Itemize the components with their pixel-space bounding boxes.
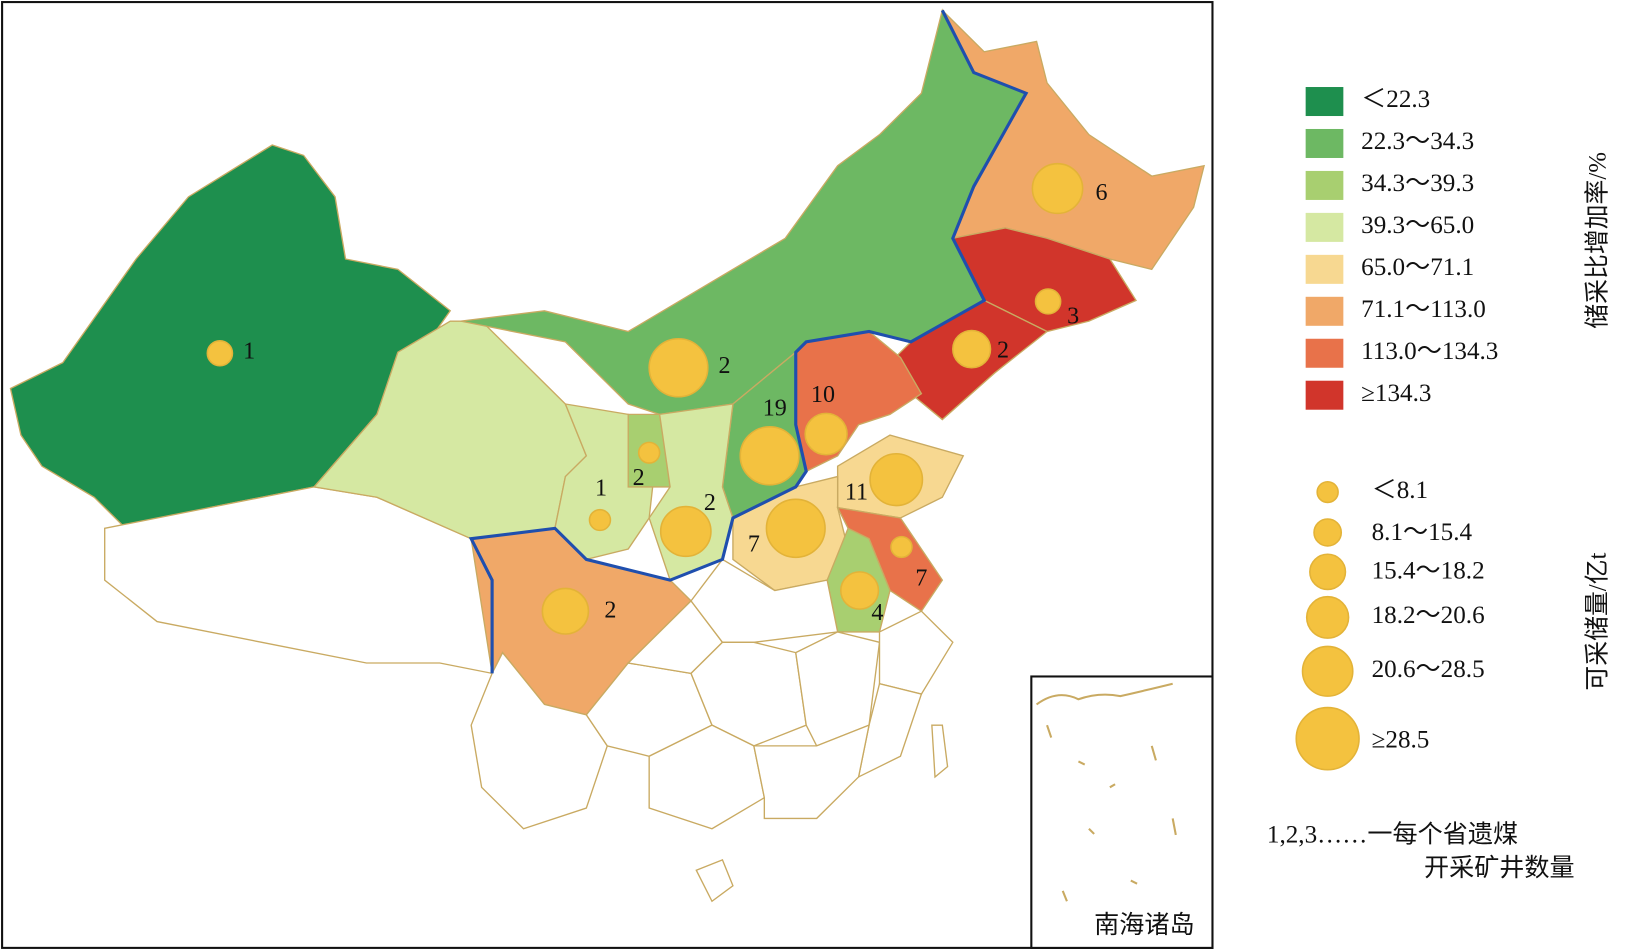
guangdong — [753, 724, 870, 820]
note-line: 1,2,3……一每个省遗煤 — [1267, 821, 1518, 849]
legend-dot — [1313, 518, 1343, 547]
legend-swatch — [1305, 87, 1344, 117]
reserve-dot — [637, 441, 661, 464]
legend-label: 65.0～71.1 — [1361, 254, 1474, 281]
legend-swatch — [1305, 170, 1344, 200]
reserve-dot — [869, 452, 924, 507]
reserve-dot — [659, 505, 712, 558]
note-line: 开采矿井数量 — [1424, 854, 1575, 882]
legend-label: 18.2～20.6 — [1372, 602, 1485, 629]
legend-label: 39.3～65.0 — [1361, 212, 1474, 239]
legend-swatch — [1305, 338, 1344, 368]
mine-count: 1 — [243, 339, 255, 365]
reserve-dot — [890, 535, 913, 559]
legend-swatch — [1305, 212, 1344, 242]
mine-count: 6 — [1095, 180, 1107, 206]
reserve-dots — [206, 162, 1084, 635]
legend-title: 储采比增加率/% — [1584, 152, 1612, 329]
inset-label: 南海诸岛 — [1094, 911, 1194, 939]
legend-dot — [1316, 480, 1339, 504]
legend-label: 8.1～15.4 — [1372, 519, 1473, 546]
legend-label: 20.6～28.5 — [1372, 656, 1485, 683]
mine-count: 3 — [1067, 304, 1079, 330]
legend-swatch — [1305, 380, 1344, 410]
mine-count: 7 — [915, 566, 927, 592]
mine-count: 2 — [719, 353, 731, 379]
zhejiang — [878, 610, 954, 695]
mine-count: 1 — [595, 476, 607, 502]
legend-title: 可采储量/亿t — [1584, 552, 1612, 690]
legend-dot — [1309, 553, 1347, 591]
xinjiang — [9, 144, 452, 530]
boundary-line — [468, 9, 1029, 674]
reserve-dot — [1031, 162, 1084, 215]
reserve-dot — [839, 571, 880, 610]
mine-count: 2 — [633, 465, 645, 491]
mine-count: 2 — [704, 490, 716, 516]
reserve-legend: 可采储量/亿t ＜8.1 8.1～15.4 15.4～18.2 18.2～20.… — [1295, 477, 1612, 771]
legend-label: 22.3～34.3 — [1361, 128, 1474, 155]
legend-label: ≥28.5 — [1372, 727, 1430, 754]
legend-label: ＜8.1 — [1372, 477, 1429, 504]
legend-swatch — [1305, 254, 1344, 284]
hunan — [690, 641, 807, 747]
mine-count: 2 — [604, 598, 616, 624]
reserve-dot — [588, 508, 612, 532]
yunnan — [470, 651, 609, 830]
legend-label: ＜22.3 — [1361, 86, 1430, 113]
mine-count: 2 — [997, 338, 1009, 364]
reserve-dot — [206, 340, 234, 367]
reserve-dot — [804, 412, 848, 456]
taiwan — [931, 724, 949, 779]
legend-swatch — [1305, 128, 1344, 158]
mine-count: 10 — [811, 382, 835, 408]
mine-count: 11 — [845, 480, 868, 506]
reserve-dot — [739, 426, 800, 486]
inset-frame — [1030, 675, 1214, 949]
reserve-dot — [765, 498, 826, 559]
reserve-dot — [541, 587, 590, 635]
mine-count: 19 — [763, 396, 787, 422]
legend-swatch — [1305, 296, 1344, 326]
legend-label: 113.0～134.3 — [1361, 338, 1498, 365]
legend-dot — [1305, 595, 1350, 639]
reserve-dot — [648, 337, 709, 398]
provinces — [9, 8, 1206, 903]
legend-label: ≥134.3 — [1361, 380, 1431, 407]
legend-label: 15.4～18.2 — [1372, 558, 1485, 585]
legend-label: 71.1～113.0 — [1361, 296, 1486, 323]
reserve-dot — [952, 329, 992, 369]
hainan — [695, 858, 734, 903]
map-frame — [1, 1, 1214, 949]
inset: 南海诸岛 — [1030, 675, 1214, 949]
ratio-legend: 储采比增加率/% ＜22.3 22.3～34.3 34.3～39.3 39.3～65.… — [1305, 86, 1612, 410]
reserve-dot — [1034, 288, 1062, 315]
legend-dot — [1295, 706, 1360, 771]
mine-count: 4 — [871, 600, 883, 626]
inset-islands — [1035, 682, 1177, 902]
mine-counts: 1 2 6 3 2 10 19 11 7 2 2 1 2 4 7 — [243, 180, 1107, 625]
mine-count: 7 — [748, 532, 760, 558]
legend-dot — [1301, 645, 1354, 697]
legend-label: 34.3～39.3 — [1361, 170, 1474, 197]
